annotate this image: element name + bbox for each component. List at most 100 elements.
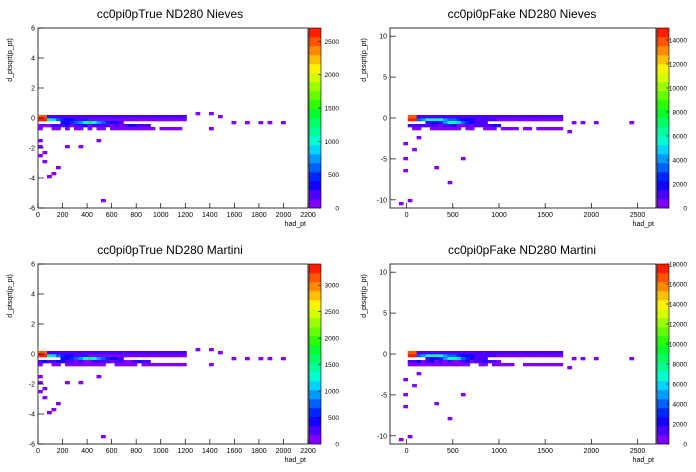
colorbar-segment: [309, 55, 321, 65]
colorbar-segment: [309, 291, 321, 301]
heatmap-bin: [123, 360, 129, 364]
heatmap-bin: [74, 121, 79, 125]
heatmap-bin: [177, 354, 183, 358]
heatmap-bin: [421, 351, 426, 355]
heatmap-bin: [434, 357, 440, 361]
heatmap-bin: [412, 351, 417, 355]
heatmap-bin: [554, 354, 559, 358]
heatmap-bin: [558, 354, 564, 358]
heatmap-bin: [474, 121, 479, 125]
colorbar-tick-label: 1500: [325, 362, 340, 369]
heatmap-bin: [101, 124, 106, 128]
heatmap-bin: [469, 121, 475, 125]
heatmap-bin: [412, 384, 417, 388]
heatmap-bin: [558, 351, 564, 355]
heatmap-bin: [412, 118, 417, 122]
heatmap-bin: [531, 118, 537, 122]
heatmap-bin: [412, 127, 417, 131]
heatmap-bin: [92, 351, 97, 355]
heatmap-bin: [69, 360, 75, 364]
heatmap-bin: [164, 354, 169, 358]
colorbar-segment: [309, 64, 321, 74]
heatmap-bin: [429, 115, 435, 119]
heatmap-bin: [258, 357, 264, 361]
heatmap-bin: [429, 357, 435, 361]
heatmap-bin: [531, 363, 537, 367]
heatmap-bin: [83, 363, 88, 367]
heatmap-bin: [60, 357, 66, 361]
heatmap-bin: [403, 142, 409, 146]
colorbar-tick-label: 2000: [325, 72, 340, 79]
heatmap-bin: [78, 363, 84, 367]
heatmap-bin: [407, 354, 413, 358]
colorbar-segment: [309, 327, 321, 337]
heatmap-bin: [177, 363, 183, 367]
heatmap-bin: [447, 363, 453, 367]
heatmap-bin: [487, 351, 493, 355]
heatmap-bin: [47, 118, 52, 122]
heatmap-bin: [209, 363, 214, 367]
heatmap-bin: [491, 124, 497, 128]
colorbar-segment: [657, 345, 669, 355]
heatmap-bin: [443, 118, 448, 122]
heatmap-bin: [465, 121, 471, 125]
heatmap-bin: [452, 118, 457, 122]
y-tick-label: -5: [381, 392, 387, 399]
heatmap-bin: [456, 127, 462, 131]
heatmap-bin: [523, 363, 528, 367]
heatmap-bin: [425, 124, 431, 128]
heatmap-bin: [514, 118, 519, 122]
x-tick-label: 200: [57, 212, 69, 219]
heatmap-bin: [177, 351, 183, 355]
colorbar-segment: [657, 64, 669, 74]
heatmap-bin: [407, 115, 413, 119]
colorbar-segment: [309, 28, 321, 38]
colorbar-segment: [309, 435, 321, 445]
heatmap-bin: [164, 118, 169, 122]
heatmap-bin: [523, 351, 528, 355]
heatmap-bin: [523, 115, 528, 119]
heatmap-bin: [491, 354, 497, 358]
heatmap-bin: [78, 115, 84, 119]
heatmap-bin: [483, 121, 488, 125]
colorbar-segment: [657, 145, 669, 155]
colorbar-tick-label: 10000: [669, 86, 687, 93]
x-tick-label: 2000: [584, 212, 600, 219]
heatmap-bin: [92, 354, 97, 358]
heatmap-bin: [60, 121, 66, 125]
heatmap-bin: [218, 351, 223, 355]
heatmap-bin: [571, 121, 577, 125]
heatmap-bin: [105, 351, 111, 355]
heatmap-bin: [558, 127, 564, 131]
heatmap-bin: [469, 357, 475, 361]
colorbar-segment: [657, 435, 669, 445]
heatmap-bin: [51, 351, 57, 355]
heatmap-bin: [580, 121, 586, 125]
heatmap-bin: [452, 127, 457, 131]
colorbar-segment: [309, 309, 321, 319]
heatmap-bin: [425, 121, 431, 125]
colorbar-tick-label: 14000: [669, 302, 687, 309]
heatmap-bin: [474, 118, 479, 122]
colorbar-segment: [657, 354, 669, 364]
colorbar-segment: [309, 336, 321, 346]
heatmap-bin: [87, 115, 93, 119]
heatmap-bin: [51, 172, 57, 176]
colorbar-tick-label: 8000: [673, 110, 688, 117]
heatmap-bin: [447, 417, 453, 421]
heatmap-bin: [42, 115, 48, 119]
x-tick-label: 0: [405, 212, 409, 219]
y-tick-label: 6: [31, 26, 35, 33]
heatmap-bin: [51, 360, 57, 364]
heatmap-bin: [78, 121, 84, 125]
heatmap-bin: [231, 357, 237, 361]
y-tick-label: 2: [31, 322, 35, 329]
heatmap-bin: [456, 357, 462, 361]
heatmap-bin: [164, 127, 169, 131]
heatmap-bin: [114, 354, 120, 358]
heatmap-bin: [47, 124, 52, 128]
heatmap-bin: [491, 360, 497, 364]
heatmap-bin: [83, 351, 88, 355]
heatmap-bin: [132, 351, 138, 355]
heatmap-bin: [159, 115, 165, 119]
